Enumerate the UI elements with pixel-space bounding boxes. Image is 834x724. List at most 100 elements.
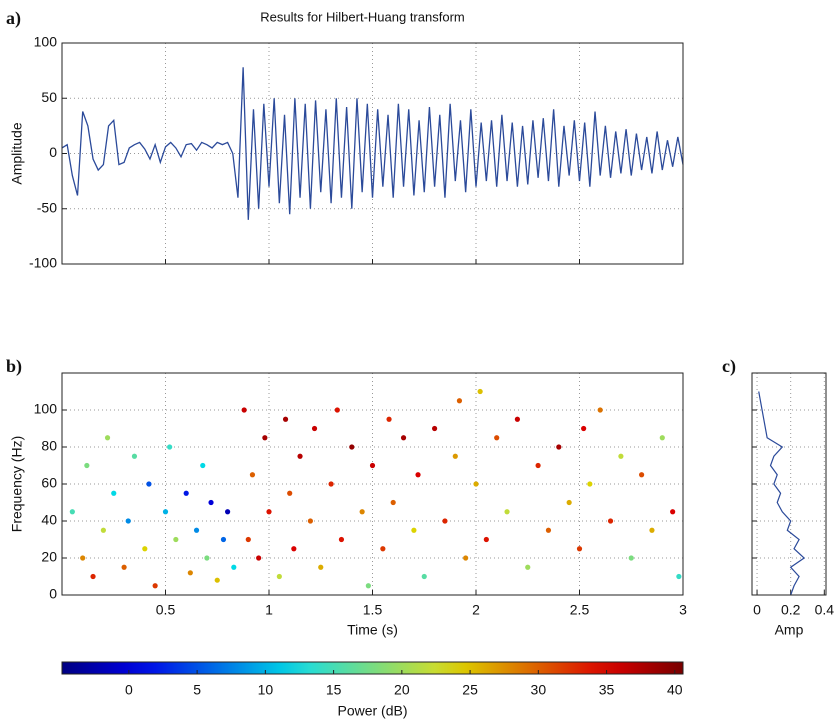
scatter-point — [200, 462, 206, 469]
y-tick-label: 0 — [49, 144, 57, 160]
scatter-point — [291, 546, 297, 552]
scatter-point — [369, 462, 376, 469]
scatter-point — [338, 536, 345, 543]
scatter-point — [167, 444, 173, 450]
scatter-point — [220, 536, 227, 543]
scatter-point — [504, 509, 510, 515]
axes-frame — [61, 42, 684, 265]
y-tick-label: 50 — [41, 89, 57, 105]
scatter-point — [411, 527, 417, 533]
colorbar-tick-label: 5 — [193, 682, 201, 698]
scatter-point — [318, 564, 324, 570]
amplitude-line — [758, 391, 806, 596]
panel-label: a) — [6, 8, 21, 29]
colorbar — [61, 661, 684, 675]
scatter-point — [359, 509, 365, 515]
scatter-point — [365, 583, 371, 589]
scatter-point — [566, 499, 572, 506]
axes-frame — [61, 372, 684, 596]
y-tick-label: 40 — [41, 512, 57, 528]
scatter-point — [276, 573, 282, 580]
x-tick-label: 0 — [753, 602, 761, 618]
chart-title: Results for Hilbert-Huang transform — [260, 9, 464, 24]
scatter-point — [204, 555, 210, 561]
scatter-point — [231, 564, 237, 570]
scatter-point — [597, 407, 603, 413]
scatter-point — [287, 490, 293, 496]
y-tick-label: 60 — [41, 475, 57, 491]
scatter-point — [266, 509, 272, 515]
scatter-point — [125, 518, 131, 524]
x-tick-label: 0.5 — [156, 602, 176, 618]
scatter-point — [473, 481, 479, 487]
scatter-point — [311, 425, 318, 432]
scatter-point — [380, 546, 386, 552]
scatter-point — [193, 527, 200, 533]
scatter-point — [131, 453, 138, 459]
scatter-point — [100, 527, 106, 533]
scatter-point — [297, 453, 303, 459]
scatter-point — [525, 564, 531, 570]
colorbar-tick-label: 25 — [462, 682, 478, 698]
y-axis-label: Frequency (Hz) — [9, 436, 25, 532]
scatter-point — [208, 499, 214, 506]
scatter-point — [415, 472, 421, 478]
y-tick-label: 100 — [34, 401, 58, 417]
scatter-point — [390, 499, 396, 506]
y-axis-label: Amplitude — [9, 122, 25, 184]
scatter-point — [282, 416, 289, 422]
scatter-point — [104, 435, 111, 441]
scatter-point — [307, 518, 313, 524]
scatter-point — [80, 555, 86, 561]
panel-label: c) — [722, 356, 736, 377]
scatter-point — [483, 536, 489, 543]
scatter-point — [111, 490, 117, 496]
scatter-point — [262, 435, 268, 441]
scatter-point — [639, 472, 645, 478]
x-tick-label: 1.5 — [363, 602, 383, 618]
colorbar-label: Power (dB) — [337, 703, 407, 719]
scatter-point — [494, 435, 500, 441]
scatter-point — [676, 573, 682, 580]
y-tick-label: 100 — [34, 34, 58, 50]
y-tick-label: 20 — [41, 549, 57, 565]
scatter-point — [452, 453, 458, 459]
scatter-point — [545, 527, 552, 533]
scatter-point — [463, 555, 469, 561]
scatter-point — [618, 453, 624, 459]
colorbar-tick-label: 40 — [667, 682, 683, 698]
colorbar-tick-label: 0 — [125, 682, 133, 698]
colorbar-tick-label: 20 — [394, 682, 410, 698]
scatter-point — [183, 490, 189, 496]
x-axis-label: Amp — [775, 622, 804, 638]
colorbar-tick-label: 30 — [531, 682, 547, 698]
scatter-point — [245, 536, 251, 543]
signal-line — [61, 67, 684, 220]
scatter-point — [249, 472, 256, 478]
scatter-point — [225, 509, 231, 515]
colorbar-tick-label: 35 — [599, 682, 615, 698]
scatter-point — [607, 518, 614, 524]
scatter-point — [173, 536, 179, 543]
scatter-point — [442, 518, 448, 524]
scatter-point — [146, 481, 152, 487]
scatter-point — [587, 481, 593, 487]
colorbar-tick-label: 10 — [258, 682, 274, 698]
scatter-point — [90, 573, 96, 580]
scatter-point — [187, 570, 193, 576]
scatter-point — [84, 462, 90, 469]
scatter-point — [400, 435, 407, 441]
scatter-point — [535, 462, 541, 469]
x-axis-label: Time (s) — [347, 622, 398, 638]
y-tick-label: 0 — [49, 586, 57, 602]
scatter-point — [514, 416, 521, 422]
scatter-point — [386, 416, 392, 422]
x-tick-label: 1 — [265, 602, 273, 618]
scatter-point — [214, 577, 220, 583]
scatter-point — [649, 527, 655, 533]
scatter-point — [576, 546, 583, 552]
axes-frame — [751, 372, 827, 596]
y-tick-label: 80 — [41, 438, 57, 454]
scatter-point — [241, 407, 247, 413]
